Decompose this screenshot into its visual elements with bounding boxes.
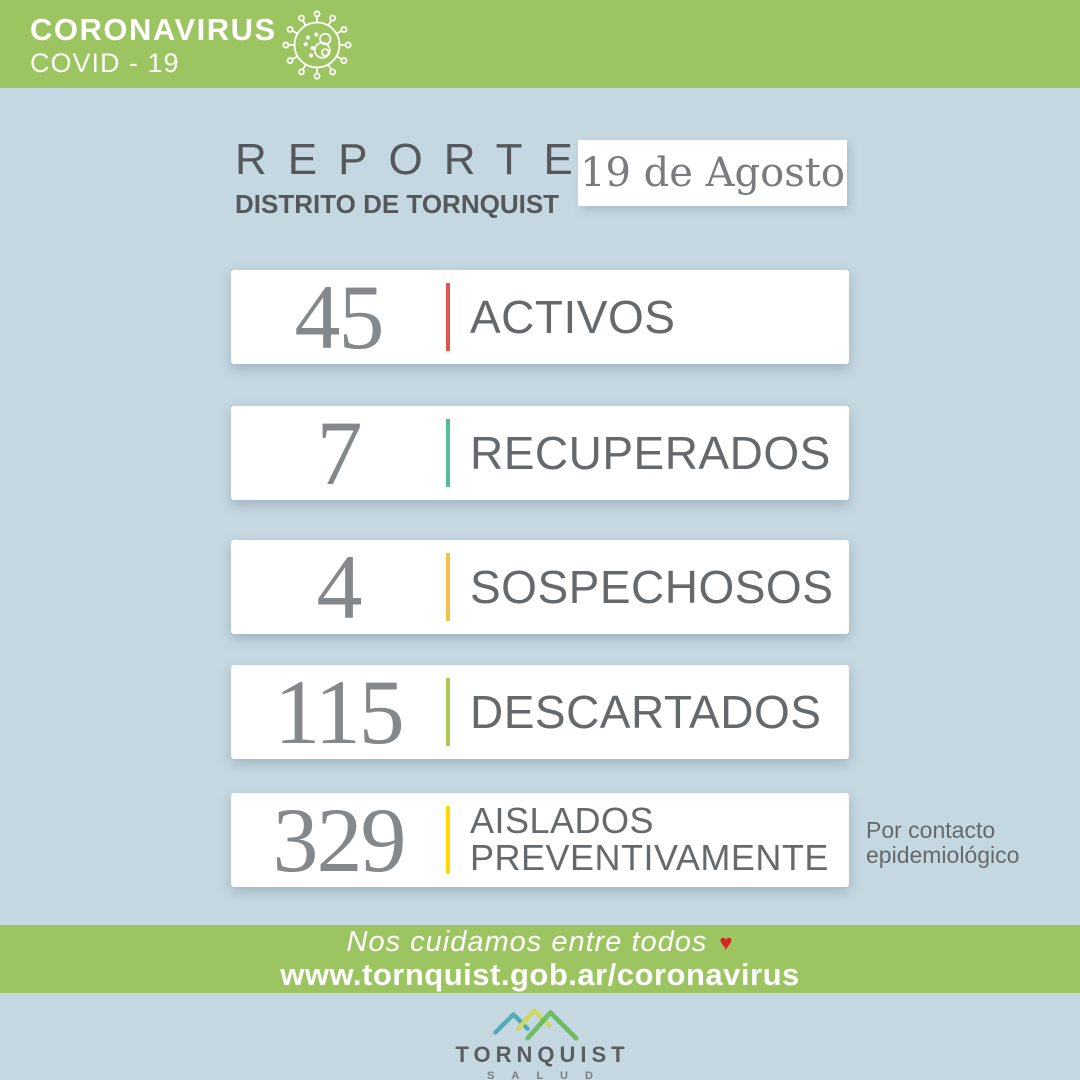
footer-banner: Nos cuidamos entre todos ♥ www.tornquist…: [0, 925, 1080, 993]
stat-value: 4: [316, 536, 363, 638]
stat-card-sospechosos: 4 SOSPECHOSOS: [231, 540, 849, 634]
stat-card-activos: 45 ACTIVOS: [231, 270, 849, 364]
coronavirus-banner: CORONAVIRUS COVID - 19: [0, 0, 1080, 88]
stat-card-aislados: 329 AISLADOS PREVENTIVAMENTE: [231, 793, 849, 887]
report-subtitle: DISTRITO DE TORNQUIST: [235, 189, 560, 219]
stat-value: 7: [316, 402, 363, 504]
virus-icon: [282, 10, 352, 80]
logo-name: TORNQUIST: [455, 1042, 630, 1067]
stat-note: Por contacto epidemiológico: [866, 817, 1020, 869]
slogan-text: Nos cuidamos entre todos: [346, 926, 708, 958]
salud-logo: TORNQUIST SALUD: [0, 1004, 1080, 1080]
banner-subtitle: COVID - 19: [30, 48, 180, 78]
stat-value: 115: [274, 661, 405, 763]
footer-url: www.tornquist.gob.ar/coronavirus: [280, 957, 800, 992]
stat-label: ACTIVOS: [470, 290, 676, 343]
stat-card-recuperados: 7 RECUPERADOS: [231, 406, 849, 500]
accent-bar: [446, 553, 450, 621]
stat-label: DESCARTADOS: [470, 685, 822, 738]
accent-bar: [446, 678, 450, 746]
stat-value: 329: [272, 789, 407, 891]
stat-card-descartados: 115 DESCARTADOS: [231, 665, 849, 759]
report-title: REPORTE: [235, 135, 594, 184]
date-label: 19 de Agosto: [580, 150, 845, 196]
banner-title: CORONAVIRUS: [30, 12, 277, 47]
date-box: 19 de Agosto: [578, 140, 847, 206]
stat-label: SOSPECHOSOS: [470, 560, 834, 613]
accent-bar: [446, 283, 450, 351]
stat-value: 45: [294, 266, 385, 368]
accent-bar: [446, 419, 450, 487]
accent-bar: [446, 806, 450, 874]
mountains-icon: [493, 1008, 579, 1041]
stat-label: RECUPERADOS: [470, 426, 831, 479]
stat-label: AISLADOS PREVENTIVAMENTE: [470, 800, 829, 878]
logo-tagline: SALUD: [487, 1070, 610, 1080]
heart-icon: ♥: [719, 929, 734, 955]
footer-slogan: Nos cuidamos entre todos ♥: [347, 928, 734, 957]
